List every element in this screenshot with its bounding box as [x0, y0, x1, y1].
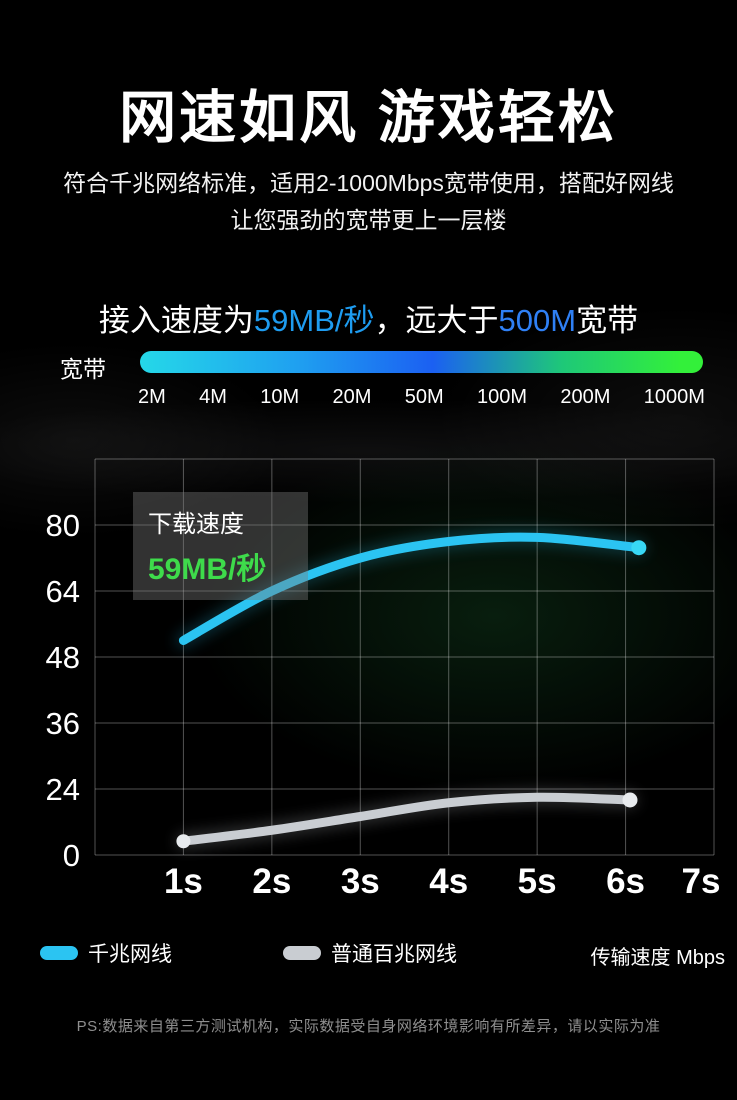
band-tick: 100M [477, 386, 528, 408]
speed-headline-prefix: 接入速度为 [98, 303, 254, 338]
x-axis-label: 1s [164, 862, 203, 901]
bandwidth-bar [140, 351, 703, 373]
speed-headline-suffix: 宽带 [576, 303, 639, 338]
speed-headline: 接入速度为59MB/秒，远大于500M宽带 [0, 295, 737, 340]
band-tick: 1000M [643, 386, 705, 408]
series-glow-1 [175, 789, 638, 850]
y-axis-label: 48 [46, 640, 80, 675]
callout-label: 下载速度 [148, 511, 244, 538]
y-axis-label: 0 [63, 838, 80, 873]
y-axis-label: 24 [46, 772, 80, 807]
subtitle-line-2: 让您强劲的宽带更上一层楼 [230, 207, 507, 234]
band-tick: 50M [404, 386, 444, 408]
band-label: 宽带 [60, 356, 106, 382]
band-tick: 4M [199, 386, 227, 408]
legend-item-100m: 普通百兆网线 [283, 938, 457, 968]
legend-label-100m: 普通百兆网线 [331, 943, 457, 966]
series-end-dot-1 [622, 792, 638, 808]
series-start-dot-1 [176, 834, 191, 849]
page-title: 网速如风 游戏轻松 [119, 86, 618, 150]
x-axis-label: 2s [252, 862, 291, 901]
x-axis-label: 4s [429, 862, 468, 901]
speed-value: 59MB/秒 [253, 303, 375, 338]
download-speed-callout: 下载速度 59MB/秒 [133, 492, 308, 600]
band-tick: 10M [260, 386, 300, 408]
disclaimer: PS:数据来自第三方测试机构，实际数据受自身网络环境影响有所差异，请以实际为准 [76, 1018, 661, 1035]
legend-item-gigabit: 千兆网线 [40, 938, 172, 968]
page-subtitle: 符合千兆网络标准，适用2-1000Mbps宽带使用，搭配好网线 让您强劲的宽带更… [0, 165, 737, 240]
band-tick: 200M [560, 386, 611, 408]
subtitle-line-1: 符合千兆网络标准，适用2-1000Mbps宽带使用，搭配好网线 [63, 170, 674, 196]
band-tick: 20M [332, 386, 372, 408]
band-tick: 2M [138, 386, 166, 408]
x-axis-note: 传输速度 Mbps [590, 947, 725, 969]
y-axis-label: 64 [46, 574, 80, 609]
bandwidth-value: 500M [498, 303, 577, 338]
legend-swatch-gigabit [40, 946, 78, 960]
speed-headline-middle: ，远大于 [374, 303, 499, 338]
legend-swatch-100m [283, 946, 321, 960]
band-ticks: 2M 4M 10M 20M 50M 100M 200M 1000M [138, 386, 705, 409]
series-line-1 [178, 792, 635, 846]
series-end-dot-0 [631, 540, 647, 556]
y-axis-label: 36 [46, 706, 80, 741]
x-axis-label: 3s [341, 862, 380, 901]
callout-value: 59MB/秒 [148, 553, 267, 586]
x-axis-label: 6s [606, 862, 645, 901]
x-axis-label: 7s [682, 862, 721, 901]
legend-label-gigabit: 千兆网线 [88, 943, 172, 966]
x-axis-label: 5s [518, 862, 557, 901]
y-axis-label: 80 [46, 508, 80, 543]
